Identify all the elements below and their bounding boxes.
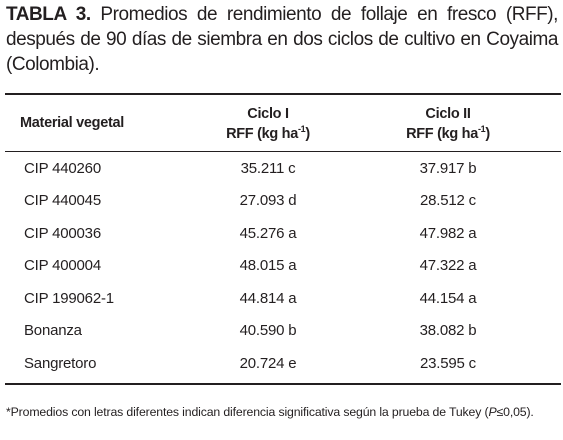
table-row: CIP 400004 48.015 a 47.322 a: [0, 257, 563, 289]
cell-ciclo-1: 35.211 c: [240, 160, 296, 177]
header-ciclo-2: Ciclo II RFF (kg ha-1): [348, 104, 548, 144]
cell-ciclo-2: 47.322 a: [419, 257, 477, 274]
header-ciclo-2-title: Ciclo II: [425, 106, 471, 122]
table-row: CIP 400036 45.276 a 47.982 a: [0, 225, 563, 257]
table-top-rule: [5, 93, 561, 95]
footnote-text: *Promedios con letras diferentes indican…: [6, 405, 482, 419]
table-row: Bonanza 40.590 b 38.082 b: [0, 322, 563, 354]
table-bottom-rule: [5, 383, 561, 385]
table-row: CIP 440260 35.211 c 37.917 b: [0, 160, 563, 192]
cell-material: CIP 400004: [24, 257, 101, 274]
cell-ciclo-1: 48.015 a: [239, 257, 297, 274]
table-row: CIP 199062-1 44.814 a 44.154 a: [0, 290, 563, 322]
cell-material: CIP 440260: [24, 160, 101, 177]
unit-prefix: RFF (kg ha: [226, 126, 298, 142]
table-row: CIP 440045 27.093 d 28.512 c: [0, 192, 563, 224]
cell-material: Bonanza: [24, 322, 82, 339]
cell-material: CIP 199062-1: [24, 290, 114, 307]
unit-suffix: ): [305, 126, 310, 142]
table-label: TABLA 3.: [6, 4, 91, 25]
header-ciclo-1: Ciclo I RFF (kg ha-1): [168, 104, 368, 144]
header-material: Material vegetal: [20, 115, 124, 131]
header-ciclo-1-unit: RFF (kg ha-1): [168, 124, 368, 144]
cell-material: CIP 400036: [24, 225, 101, 242]
caption-text: Promedios de rendimiento de follaje en f…: [6, 4, 558, 75]
table-footnote: *Promedios con letras diferentes indican…: [6, 404, 561, 421]
unit-suffix: ): [485, 126, 490, 142]
cell-ciclo-2: 47.982 a: [419, 225, 477, 242]
footnote-p-symbol: P: [488, 405, 497, 419]
cell-ciclo-1: 40.590 b: [239, 322, 297, 339]
cell-ciclo-2: 28.512 c: [420, 192, 476, 209]
cell-material: Sangretoro: [24, 355, 97, 372]
cell-ciclo-2: 37.917 b: [419, 160, 477, 177]
cell-ciclo-2: 23.595 c: [420, 355, 476, 372]
cell-ciclo-2: 44.154 a: [419, 290, 477, 307]
unit-exponent: -1: [297, 124, 306, 134]
table-caption: TABLA 3. Promedios de rendimiento de fol…: [6, 2, 558, 77]
table-row: Sangretoro 20.724 e 23.595 c: [0, 355, 563, 387]
cell-ciclo-1: 27.093 d: [239, 192, 297, 209]
header-ciclo-2-unit: RFF (kg ha-1): [348, 124, 548, 144]
cell-ciclo-1: 20.724 e: [239, 355, 297, 372]
header-ciclo-1-title: Ciclo I: [247, 106, 289, 122]
footnote-condition: ≤0,05).: [496, 405, 534, 419]
unit-prefix: RFF (kg ha: [406, 126, 478, 142]
cell-material: CIP 440045: [24, 192, 101, 209]
footnote-open-paren: (: [484, 405, 489, 419]
cell-ciclo-1: 45.276 a: [239, 225, 297, 242]
cell-ciclo-2: 38.082 b: [419, 322, 477, 339]
unit-exponent: -1: [477, 124, 486, 134]
table-header-rule: [5, 151, 561, 153]
cell-ciclo-1: 44.814 a: [239, 290, 297, 307]
